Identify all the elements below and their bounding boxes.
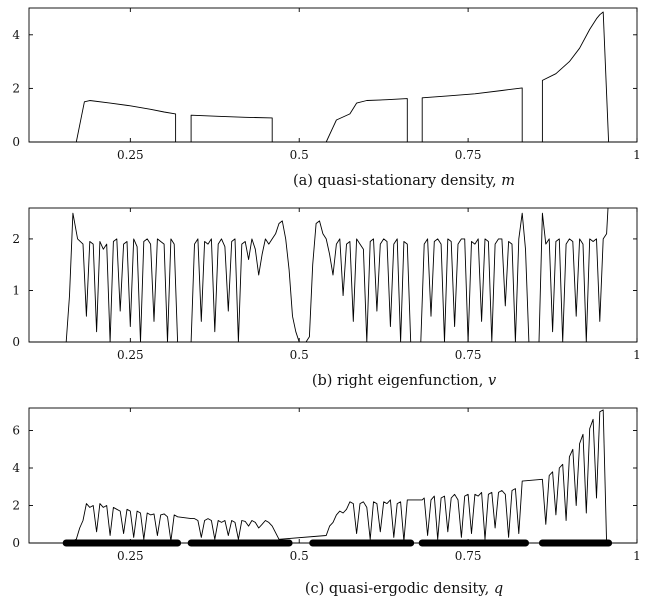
panel-c: 0.25 0.5 0.75 1 0 2 4 6	[12, 407, 641, 563]
panel-a: 0.25 0.5 0.75 1 0 2 4	[12, 7, 641, 162]
density-curve-c	[66, 409, 608, 544]
y-tick-label-a: 2	[12, 81, 20, 95]
y-tick-label-c: 6	[12, 424, 20, 438]
x-tick-label-b: 1	[633, 348, 641, 362]
x-tick-label-a: 0.25	[117, 148, 144, 162]
density-curve-a	[541, 11, 610, 143]
x-tick-label-c: 0.5	[290, 549, 309, 563]
plot-frame-a	[28, 7, 638, 143]
y-tick-label-c: 4	[12, 461, 20, 475]
y-tick-label-c: 0	[12, 536, 20, 550]
x-tick-label-a: 1	[633, 148, 641, 162]
x-tick-label-c: 0.75	[455, 549, 482, 563]
panel-b: 0.25 0.5 0.75 1 0 1 2	[12, 207, 641, 362]
density-curve-a	[325, 98, 408, 143]
x-tick-label-b: 0.25	[117, 348, 144, 362]
x-tick-label-b: 0.5	[290, 348, 309, 362]
y-tick-label-b: 2	[12, 232, 20, 246]
y-tick-label-a: 0	[12, 135, 20, 149]
caption-c: (c) quasi-ergodic density, q	[305, 581, 503, 597]
density-curve-a	[66, 100, 177, 143]
x-tick-label-a: 0.5	[290, 148, 309, 162]
caption-a: (a) quasi-stationary density, m	[293, 173, 515, 189]
y-tick-label-c: 2	[12, 499, 20, 513]
x-tick-label-c: 0.25	[117, 549, 144, 563]
y-tick-label-a: 4	[12, 28, 20, 42]
x-tick-label-a: 0.75	[455, 148, 482, 162]
x-tick-label-b: 0.75	[455, 348, 482, 362]
density-curve-b	[65, 207, 609, 343]
x-tick-label-c: 1	[633, 549, 641, 563]
caption-b: (b) right eigenfunction, v	[312, 373, 497, 389]
y-tick-label-b: 1	[12, 283, 20, 297]
density-curve-a	[190, 114, 273, 142]
y-tick-label-b: 0	[12, 335, 20, 349]
density-curve-a	[421, 87, 523, 142]
